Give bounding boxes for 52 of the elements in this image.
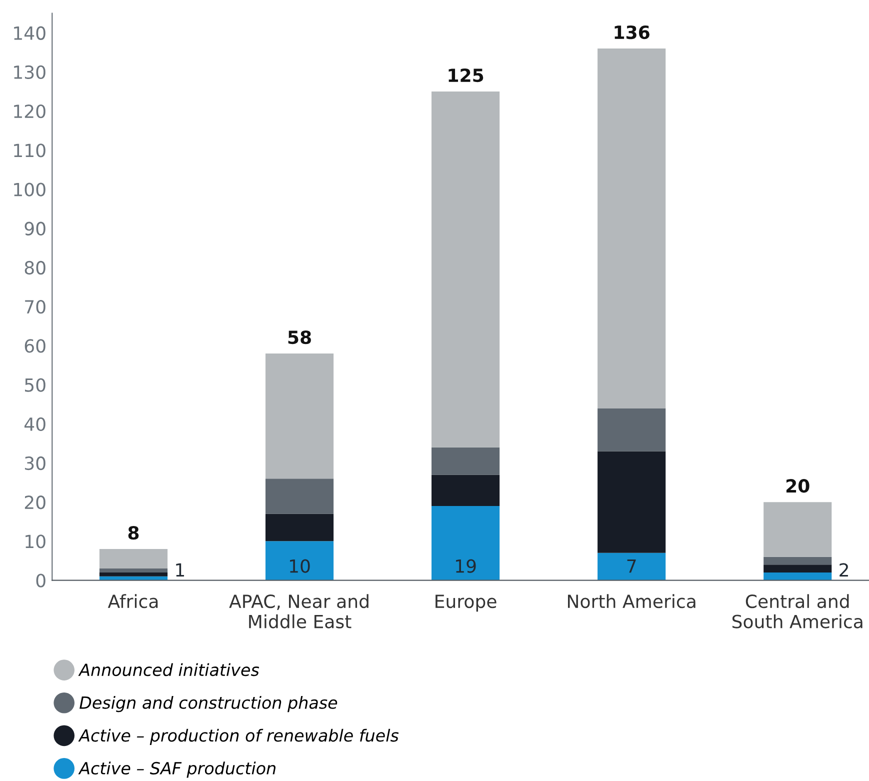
y-tick-label: 10 [26,534,46,548]
x-tick-label: North America [568,594,696,608]
y-tick-label: 20 [24,496,46,510]
y-tick-label: 40 [24,417,46,431]
bar [764,556,832,565]
legend-label: Announced initiatives [78,663,260,676]
bar [598,451,666,553]
legend-label: Active – production of renewable fuels [78,728,399,745]
y-tick-label: 100 [14,182,46,196]
x-tick-label: Europe [436,594,496,612]
bar [764,564,832,572]
data-label: 1 [176,563,184,577]
bar [265,478,334,514]
y-tick-label: 30 [24,456,46,470]
data-label: 19 [456,559,476,573]
bar [265,541,334,580]
legend-label: Active – SAF production [78,762,276,778]
y-tick-label: 130 [14,65,46,80]
legend-label: Design and construction phase [80,696,338,712]
y-tick-label: 110 [14,144,46,158]
bar [598,408,666,452]
y-tick-label: 90 [24,222,46,236]
y-tick-label: 70 [25,300,46,314]
bar [99,572,168,576]
total-label: 125 [448,68,484,82]
bar [432,506,500,580]
bar [99,549,168,569]
bar [598,48,666,408]
bar [432,91,500,448]
bar [265,353,334,479]
bar [99,568,168,572]
y-tick-label: 0 [36,574,46,588]
bar [598,552,666,580]
bar [764,502,832,557]
bar [432,474,500,506]
data-label: 7 [627,559,636,573]
total-label: 8 [128,526,139,540]
y-tick-label: 120 [14,104,46,118]
y-tick-label: 50 [25,378,46,392]
total-label: 136 [614,25,650,40]
bar [265,514,334,542]
y-tick-label: 60 [24,339,46,353]
x-tick-label: Africa [108,594,158,608]
total-label: 58 [288,330,311,344]
data-label: 2 [840,563,848,577]
data-label: 10 [290,559,310,573]
bar [432,447,500,475]
total-label: 20 [786,479,810,493]
x-tick-label: Central and South America [732,594,862,628]
x-tick-label: APAC, Near and Middle East [229,594,368,628]
y-tick-label: 80 [24,260,46,275]
y-tick-label: 140 [14,26,46,40]
